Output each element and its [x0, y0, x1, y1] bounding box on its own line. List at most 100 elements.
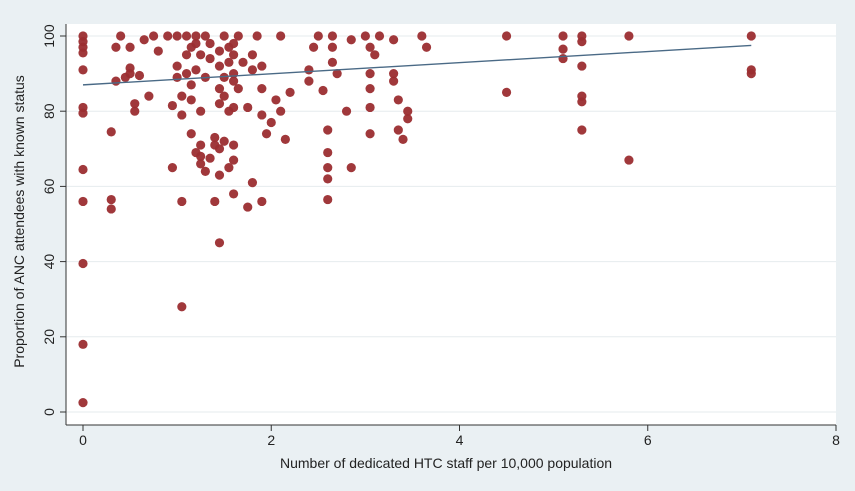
data-point	[257, 61, 267, 71]
data-point	[501, 87, 512, 97]
data-point	[577, 31, 587, 41]
x-axis-title: Number of dedicated HTC staff per 10,000…	[280, 455, 612, 471]
data-point	[229, 189, 239, 199]
data-point	[205, 38, 215, 49]
data-point	[111, 76, 121, 86]
data-point	[106, 127, 116, 137]
data-point	[177, 302, 187, 312]
data-point	[558, 44, 568, 54]
data-point	[78, 31, 88, 41]
data-point	[304, 65, 314, 75]
data-point	[285, 87, 295, 97]
fit-line	[82, 44, 752, 86]
data-point	[148, 31, 159, 41]
x-tick-label-4: 4	[456, 432, 464, 448]
y-tick-label-20: 20	[41, 329, 57, 345]
data-point	[186, 129, 196, 139]
data-point	[191, 65, 201, 75]
y-tick-label-100: 100	[41, 24, 57, 48]
data-point	[327, 42, 338, 52]
data-point	[374, 31, 385, 41]
data-point	[130, 106, 140, 116]
data-point	[304, 76, 314, 86]
data-point	[153, 46, 163, 56]
data-point	[78, 339, 88, 349]
data-point	[181, 69, 192, 79]
data-point	[139, 35, 149, 45]
data-point	[205, 153, 215, 163]
data-point	[229, 76, 239, 86]
data-point	[200, 166, 210, 176]
data-point	[219, 136, 229, 146]
data-point	[393, 125, 403, 135]
data-point	[398, 134, 408, 144]
data-point	[186, 95, 196, 105]
data-point	[257, 196, 267, 207]
data-point	[229, 140, 239, 150]
data-point	[261, 129, 272, 139]
data-point	[214, 46, 225, 56]
data-point	[78, 65, 88, 75]
data-point	[346, 35, 356, 45]
axes: 0 20 40 60 80 100 0 2 4 6 8	[41, 24, 840, 448]
data-point	[229, 155, 239, 165]
data-point	[172, 61, 182, 71]
data-point	[106, 204, 116, 214]
x-tick-label-8: 8	[832, 432, 840, 448]
data-point	[389, 35, 399, 45]
data-point	[219, 72, 229, 82]
data-point	[78, 164, 88, 175]
data-point	[365, 102, 375, 113]
data-point	[116, 31, 126, 41]
data-point	[229, 38, 239, 49]
data-point	[219, 91, 229, 101]
data-point	[247, 178, 258, 188]
data-point	[219, 31, 229, 41]
data-point	[205, 53, 215, 64]
data-point	[365, 42, 375, 52]
data-point	[417, 31, 427, 41]
data-point	[247, 65, 258, 75]
y-tick-label-0: 0	[41, 408, 57, 416]
data-point	[624, 31, 634, 41]
data-point	[177, 196, 187, 207]
data-point	[360, 31, 370, 41]
data-point	[196, 140, 206, 150]
data-point	[276, 106, 286, 116]
y-tick-label-40: 40	[41, 254, 57, 270]
data-point	[746, 31, 756, 41]
data-point	[389, 69, 399, 79]
data-point	[181, 50, 192, 60]
data-point	[323, 194, 333, 205]
data-point	[125, 42, 135, 52]
data-point	[144, 91, 154, 101]
data-point	[200, 31, 210, 41]
data-point	[252, 31, 262, 41]
data-point	[214, 84, 225, 94]
data-point	[224, 163, 234, 173]
data-point	[78, 196, 88, 207]
data-point	[257, 84, 267, 94]
data-point	[210, 196, 220, 207]
grid-lines	[66, 35, 836, 413]
data-point	[177, 91, 187, 101]
data-point	[243, 202, 253, 212]
data-point	[332, 69, 342, 79]
data-point	[229, 50, 239, 60]
data-point	[403, 114, 413, 124]
data-point	[196, 159, 206, 169]
data-point	[624, 155, 634, 165]
data-point	[266, 117, 276, 128]
y-tick-label-60: 60	[41, 178, 57, 194]
data-point	[233, 31, 243, 41]
x-tick-label-6: 6	[644, 432, 652, 448]
data-point	[243, 102, 253, 113]
x-tick-label-2: 2	[267, 432, 275, 448]
data-point	[233, 84, 243, 94]
data-point	[577, 61, 587, 71]
data-point	[78, 398, 88, 408]
y-axis-title: Proportion of ANC attendees with known s…	[11, 75, 27, 368]
data-points	[78, 31, 756, 408]
data-point	[365, 69, 375, 79]
